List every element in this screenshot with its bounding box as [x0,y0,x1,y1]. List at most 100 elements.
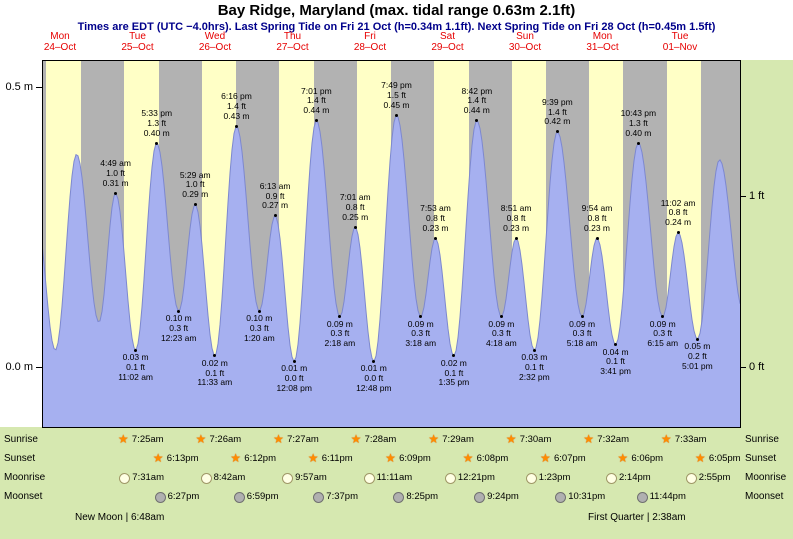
moonset-icon [555,492,567,503]
tide-extreme-marker [177,309,181,313]
sunset-icon: ★ [617,451,629,465]
first-quarter-note: First Quarter | 2:38am [588,512,686,523]
tide-area-fill [42,115,740,427]
moonset-time: 6:27pm [167,491,200,502]
low-tide-annotation: 0.09 m 0.3 ft 3:18 am [405,318,437,349]
high-tide-annotation: 8:42 pm 1.4 ft 0.44 m [461,85,493,116]
tide-extreme-marker [695,337,699,341]
moonset-time: 6:59pm [246,491,279,502]
moonrise-icon [525,473,537,484]
chart-subtitle: Times are EDT (UTC −4.0hrs). Last Spring… [77,21,716,33]
moonset-icon [393,492,405,503]
low-tide-annotation: 0.10 m 0.3 ft 1:20 am [243,313,275,343]
high-tide-annotation: 7:49 pm 1.5 ft 0.45 m [381,80,412,110]
sunrise-time: 7:26am [209,434,242,445]
moonset-icon [154,492,166,503]
day-column-label: Mon 31–Oct [586,31,619,53]
almanac-row-label-moonrise-left: Moonrise [4,472,46,483]
day-column-label: Thu 27–Oct [276,31,309,53]
low-tide-annotation: 0.01 m 0.0 ft 12:08 pm [276,363,312,393]
tide-extreme-marker [636,141,640,145]
high-tide-annotation: 10:43 pm 1.3 ft 0.40 m [620,108,657,138]
right-axis-tick [740,367,746,368]
almanac-row-label-sunrise-right: Sunrise [745,434,779,445]
tide-plot-area: 4:49 am 1.0 ft 0.31 m 0.03 m 0.1 ft 11:02 am 5… [42,60,740,427]
tide-extreme-marker [134,348,138,352]
low-tide-annotation: 0.03 m 0.1 ft 2:32 pm [519,352,550,382]
left-axis-margin [0,60,42,427]
almanac-row-label-moonrise-right: Moonrise [745,472,787,483]
sunset-icon: ★ [694,451,706,465]
plot-border-left [42,60,43,428]
sunrise-icon: ★ [428,432,439,446]
high-tide-annotation: 6:13 am 0.9 ft 0.27 m [259,180,291,211]
tide-extreme-marker [314,119,318,123]
sunset-time: 6:11pm [321,453,353,464]
sunset-icon: ★ [230,451,242,465]
high-tide-annotation: 9:39 pm 1.4 ft 0.42 m [542,96,573,127]
day-column-label: Wed 26–Oct [198,31,232,53]
sunset-time: 6:13pm [166,453,199,464]
tide-extreme-marker [273,214,277,218]
moonset-icon [233,492,245,503]
plot-border-bottom [42,427,740,428]
tide-extreme-marker [338,315,342,319]
sunset-icon: ★ [307,451,319,465]
high-tide-annotation: 7:01 pm 1.4 ft 0.44 m [301,85,332,116]
sunset-icon: ★ [540,451,551,465]
moonrise-icon [200,473,212,484]
sunrise-icon: ★ [660,432,672,446]
sunrise-icon: ★ [117,432,129,446]
plot-border-right [740,60,741,428]
sunrise-time: 7:27am [287,434,319,445]
moonrise-time: 2:55pm [698,472,731,483]
right-axis-label: 1 ft [749,190,765,203]
tide-extreme-marker [353,225,357,229]
low-tide-annotation: 0.09 m 0.3 ft 4:18 am [486,318,517,349]
moonrise-time: 1:23pm [538,472,571,483]
low-tide-annotation: 0.04 m 0.1 ft 3:41 pm [600,346,631,377]
sunrise-time: 7:25am [131,434,164,445]
moonrise-icon [444,473,456,484]
tide-extreme-marker [292,359,296,363]
low-tide-annotation: 0.09 m 0.3 ft 5:18 am [566,318,598,349]
low-tide-annotation: 0.03 m 0.1 ft 11:02 am [118,352,153,382]
tide-extreme-marker [532,348,536,352]
left-axis-tick [36,367,42,368]
almanac-row-label-sunrise-left: Sunrise [4,434,38,445]
low-tide-annotation: 0.02 m 0.1 ft 11:33 am [197,357,233,388]
right-axis-tick [740,196,746,198]
moonset-time: 10:31pm [568,491,606,502]
high-tide-annotation: 5:33 pm 1.3 ft 0.40 m [141,108,173,138]
sunrise-icon: ★ [350,432,362,446]
left-axis-tick [36,87,42,88]
day-column-label: Tue 01–Nov [662,31,698,53]
sunset-time: 6:05pm [708,453,741,464]
tide-extreme-marker [395,113,398,117]
day-column-label: Sun 30–Oct [508,31,542,53]
high-tide-annotation: 6:16 pm 1.4 ft 0.43 m [221,91,252,121]
low-tide-annotation: 0.05 m 0.2 ft 5:01 pm [682,341,713,371]
moonrise-icon [119,473,131,484]
high-tide-annotation: 9:54 am 0.8 ft 0.23 m [581,203,613,233]
almanac-row-label-moonset-left: Moonset [4,491,43,502]
sunset-time: 6:08pm [476,453,509,464]
sunset-time: 6:09pm [399,453,431,464]
sunrise-icon: ★ [195,432,207,446]
almanac-row-label-sunset-right: Sunset [745,453,777,464]
moonset-time: 7:37pm [326,491,358,502]
moonset-time: 9:24pm [487,491,519,502]
moonrise-time: 2:14pm [619,472,651,483]
moonrise-time: 8:42am [213,472,246,483]
moonrise-icon [606,473,617,484]
left-axis-label: 0.0 m [5,361,33,373]
sunrise-time: 7:32am [597,434,629,445]
tide-extreme-marker [257,309,261,313]
tide-extreme-marker [475,119,479,123]
moonrise-time: 7:31am [132,472,164,483]
sunrise-time: 7:28am [364,434,397,445]
tide-extreme-marker [114,191,118,195]
low-tide-annotation: 0.10 m 0.3 ft 12:23 am [160,313,197,343]
day-column-label: Sat 29–Oct [431,31,464,53]
